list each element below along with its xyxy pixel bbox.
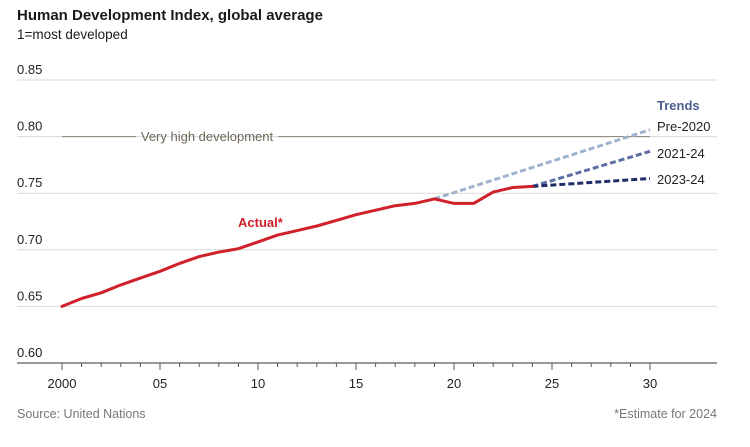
y-tick-label-0.75: 0.75 bbox=[17, 175, 42, 190]
y-tick-labels: 0.60 0.65 0.70 0.75 0.80 0.85 bbox=[17, 62, 42, 360]
trend-label-1: 2021-24 bbox=[657, 146, 705, 161]
reference-line-label: Very high development bbox=[141, 129, 274, 144]
y-tick-label-0.80: 0.80 bbox=[17, 119, 42, 134]
actual-series bbox=[60, 184, 534, 308]
trend-line-1 bbox=[531, 149, 651, 188]
series-labels: Actual* Trends Pre-2020 2021-24 2023-24 bbox=[238, 98, 710, 230]
actual-line bbox=[60, 184, 534, 308]
y-tick-label-0.70: 0.70 bbox=[17, 232, 42, 247]
trend-label-2: 2023-24 bbox=[657, 172, 705, 187]
reference-line-group: Very high development bbox=[62, 129, 650, 144]
trend-lines bbox=[433, 128, 651, 201]
x-axis: 2000 05 10 15 20 25 30 bbox=[17, 362, 717, 391]
chart-title: Human Development Index, global average bbox=[17, 7, 323, 24]
x-tick-label-2000: 2000 bbox=[48, 376, 77, 391]
y-tick-label-0.60: 0.60 bbox=[17, 345, 42, 360]
x-tick-label-2010: 10 bbox=[251, 376, 265, 391]
actual-label: Actual* bbox=[238, 215, 284, 230]
source-note: Source: United Nations bbox=[17, 407, 146, 421]
x-tick-label-2005: 05 bbox=[153, 376, 167, 391]
x-tick-label-2025: 25 bbox=[545, 376, 559, 391]
trends-heading: Trends bbox=[657, 98, 700, 113]
estimate-note: *Estimate for 2024 bbox=[614, 407, 717, 421]
y-tick-label-0.85: 0.85 bbox=[17, 62, 42, 77]
y-tick-label-0.65: 0.65 bbox=[17, 288, 42, 303]
x-tick-label-2030: 30 bbox=[643, 376, 657, 391]
x-tick-label-2015: 15 bbox=[349, 376, 363, 391]
gridlines bbox=[17, 79, 717, 307]
x-tick-label-2020: 20 bbox=[447, 376, 461, 391]
trend-label-0: Pre-2020 bbox=[657, 119, 710, 134]
trend-line-0 bbox=[433, 128, 651, 201]
trend-line-2 bbox=[532, 176, 651, 188]
chart-subtitle: 1=most developed bbox=[17, 27, 128, 42]
